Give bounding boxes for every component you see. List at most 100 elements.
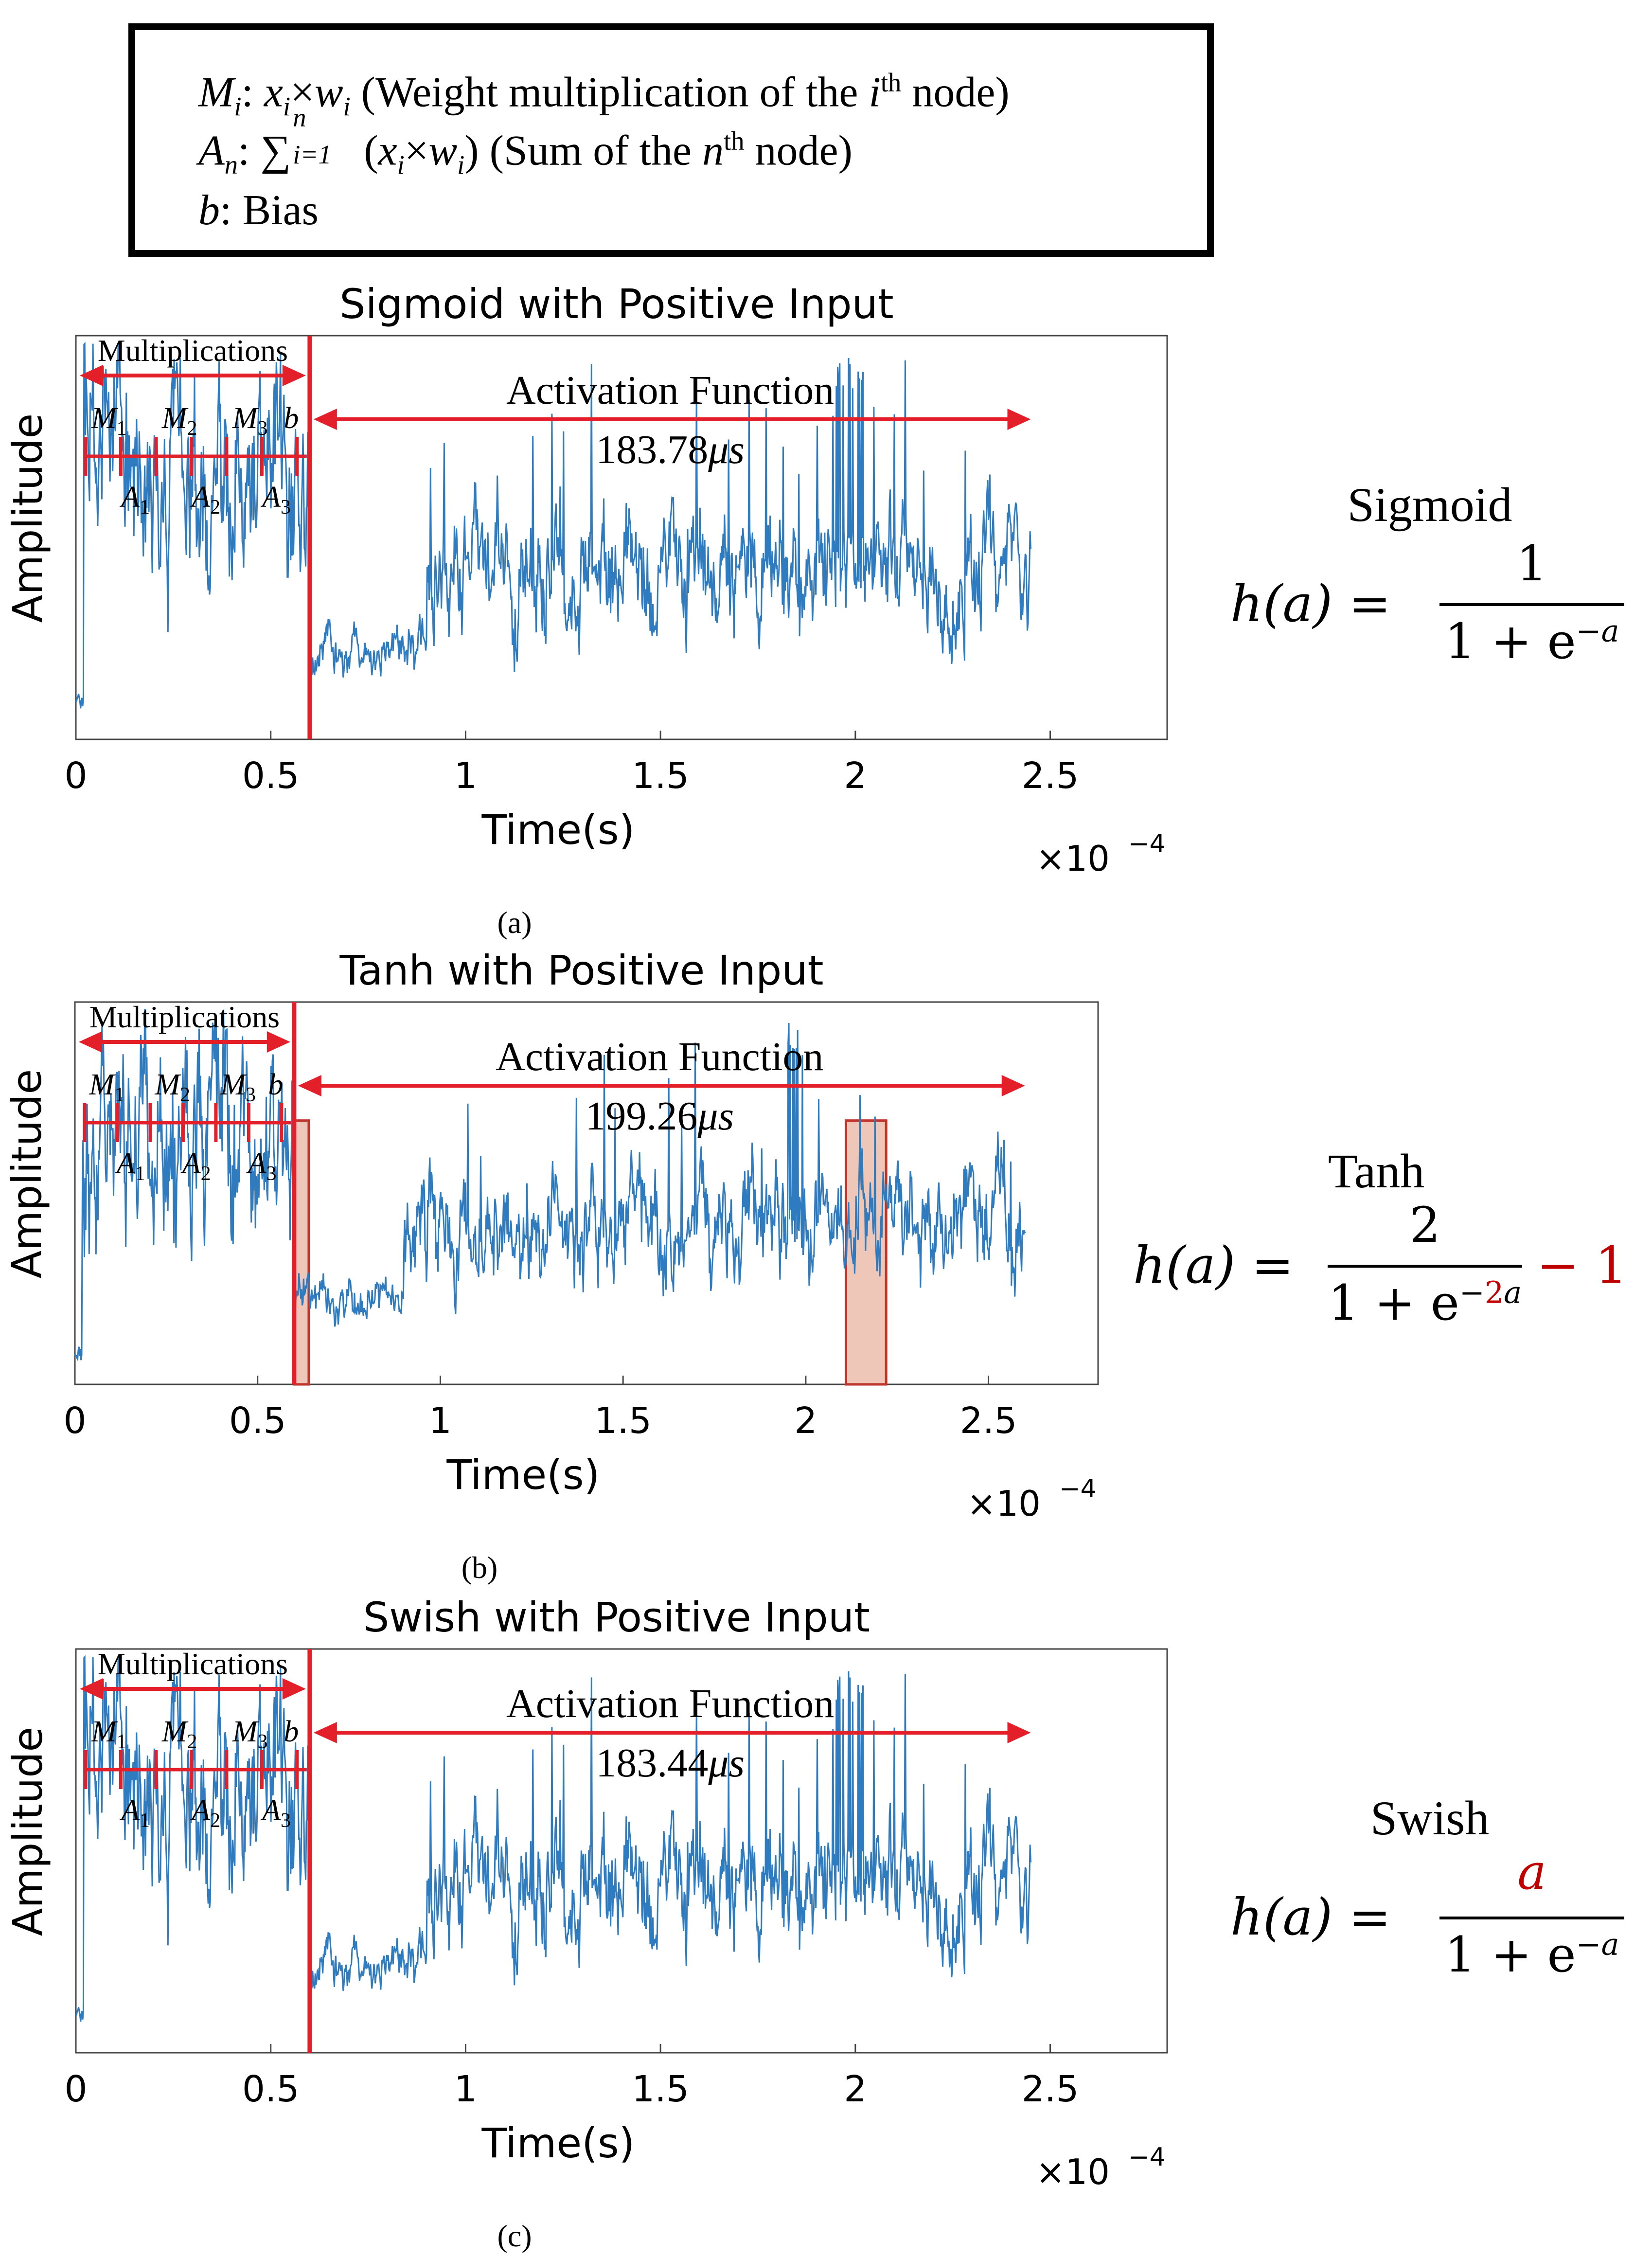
b-label: b xyxy=(268,1068,283,1101)
x-tick-label: 2.5 xyxy=(960,1400,1017,1442)
activation-label: Activation Function xyxy=(506,1681,834,1726)
a-label: A2 xyxy=(190,481,220,519)
m-label: M3 xyxy=(220,1068,256,1106)
m-label: M1 xyxy=(89,1068,124,1106)
a-label: A2 xyxy=(180,1147,211,1185)
chart-title: Swish with Positive Input xyxy=(363,1594,870,1641)
x-tick-label: 2.5 xyxy=(1022,2068,1079,2110)
chart-title: Tanh with Positive Input xyxy=(339,947,824,994)
m-label: M3 xyxy=(232,1715,268,1753)
a-label: A3 xyxy=(260,481,291,519)
formula-denominator: 1 + e−2a xyxy=(1328,1274,1522,1331)
formula-denominator: 1 + e−a xyxy=(1444,613,1619,670)
plot-area xyxy=(74,1001,1099,1385)
x-scale-exponent: −4 xyxy=(1059,1474,1097,1504)
x-axis-label: Time(s) xyxy=(446,1451,600,1499)
activation-label: Activation Function xyxy=(496,1034,823,1079)
formula-lhs: h(a) = xyxy=(1230,1887,1391,1947)
caption-text: (c) xyxy=(497,2219,532,2253)
signal-line xyxy=(75,1655,1031,2022)
legend-line-bias: b: Bias xyxy=(198,187,319,234)
m-label: M2 xyxy=(161,1715,197,1753)
x-tick-label: 0.5 xyxy=(229,1400,286,1442)
formula-lhs: h(a) = xyxy=(1133,1236,1294,1295)
legend-line-sum: An: ∑ n i=1 (xi×wi) (Sum of the nth node) xyxy=(198,103,853,179)
a-label: A2 xyxy=(190,1794,220,1832)
duration-label: 183.78μs xyxy=(596,427,745,472)
signal-line xyxy=(74,1009,1026,1362)
caption-text: (a) xyxy=(497,905,532,940)
y-axis-label: Amplitude xyxy=(3,1069,51,1278)
a-label: A1 xyxy=(115,1147,145,1185)
x-tick-label: 0 xyxy=(63,1400,86,1442)
x-tick-label: 1.5 xyxy=(632,755,689,797)
activation-arrow-head-left xyxy=(313,1722,337,1743)
x-tick-label: 0 xyxy=(64,2068,87,2110)
activation-label: Activation Function xyxy=(506,368,834,413)
m-label: M3 xyxy=(232,402,268,440)
b-label: b xyxy=(284,402,299,435)
panel-caption: (c) xyxy=(497,2218,532,2254)
legend-box: Mi: xi×wi (Weight multiplication of the … xyxy=(128,23,1214,257)
x-axis-label: Time(s) xyxy=(481,2119,635,2167)
multiplications-label: Multiplications xyxy=(89,1000,280,1034)
x-axis-label: Time(s) xyxy=(481,806,635,854)
plot-area xyxy=(75,335,1168,740)
x-tick-label: 2 xyxy=(844,2068,867,2110)
formula-name: Tanh xyxy=(1328,1144,1425,1198)
m-label: M2 xyxy=(154,1068,190,1106)
a-label: A1 xyxy=(119,481,150,519)
y-axis-label: Amplitude xyxy=(4,1727,52,1936)
fraction-bar xyxy=(1439,603,1624,606)
plot-area xyxy=(75,1648,1168,2054)
multiplications-label: Multiplications xyxy=(98,333,288,368)
activation-arrow-head-right xyxy=(1001,1075,1025,1096)
x-tick-label: 2 xyxy=(844,755,867,797)
caption-text: (b) xyxy=(461,1550,498,1585)
a-label: A1 xyxy=(119,1794,150,1832)
x-tick-label: 1.5 xyxy=(632,2068,689,2110)
formula-numerator: 1 xyxy=(1516,535,1547,592)
multiplications-arrow-head-right xyxy=(282,365,306,386)
x-tick-label: 2 xyxy=(794,1400,817,1442)
formula-numerator: a xyxy=(1517,1844,1546,1900)
multiplications-arrow-head-right xyxy=(282,1678,306,1700)
panel-caption: (b) xyxy=(462,1550,498,1586)
fraction-bar xyxy=(1328,1265,1522,1268)
formula-suffix: − 1 xyxy=(1537,1236,1628,1295)
multiplications-arrow-head-left xyxy=(79,1031,102,1053)
formula-denominator: 1 + e−a xyxy=(1444,1926,1619,1983)
formula-name: Swish xyxy=(1370,1791,1490,1845)
formula-numerator: 2 xyxy=(1409,1197,1440,1254)
multiplications-arrow-head-right xyxy=(266,1031,290,1053)
x-scale-label: ×10 xyxy=(1036,2151,1110,2192)
fraction-bar xyxy=(1439,1917,1624,1919)
a-label: A3 xyxy=(260,1794,291,1832)
b-label: b xyxy=(284,1715,299,1748)
a-label: A3 xyxy=(246,1147,277,1185)
duration-label: 183.44μs xyxy=(596,1740,745,1786)
x-tick-label: 1 xyxy=(454,755,477,797)
formula-lhs: h(a) = xyxy=(1230,574,1391,633)
multiplications-label: Multiplications xyxy=(98,1647,288,1681)
x-tick-label: 0.5 xyxy=(242,2068,300,2110)
x-tick-label: 1 xyxy=(454,2068,477,2110)
chart-title: Sigmoid with Positive Input xyxy=(339,280,894,328)
x-tick-label: 1.5 xyxy=(594,1400,652,1442)
x-tick-label: 1 xyxy=(429,1400,452,1442)
x-scale-exponent: −4 xyxy=(1128,829,1166,859)
x-scale-label: ×10 xyxy=(1036,838,1110,879)
y-axis-label: Amplitude xyxy=(4,413,52,623)
legend-line-multiplication: Mi: xi×wi (Weight multiplication of the … xyxy=(198,68,1010,121)
m-label: M1 xyxy=(91,1715,127,1753)
activation-arrow-head-right xyxy=(1007,1722,1031,1743)
activation-arrow-head-left xyxy=(298,1075,321,1096)
highlight-region-0 xyxy=(293,1119,310,1386)
multiplications-arrow-head-left xyxy=(80,1678,103,1700)
multiplications-arrow-head-left xyxy=(80,365,103,386)
x-scale-label: ×10 xyxy=(967,1483,1041,1524)
x-tick-label: 0 xyxy=(64,755,87,797)
